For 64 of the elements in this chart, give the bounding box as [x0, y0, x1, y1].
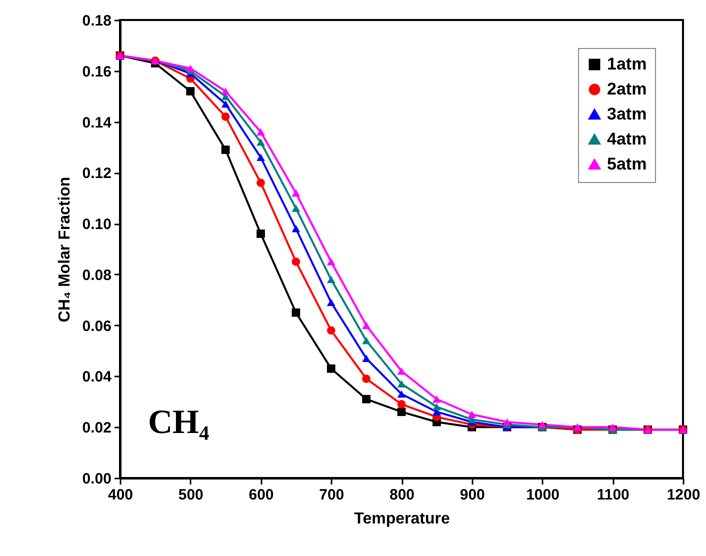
- point: [292, 258, 300, 266]
- point: [292, 308, 300, 317]
- point: [256, 154, 265, 162]
- point: [362, 354, 370, 362]
- point: [326, 326, 336, 335]
- point: [468, 410, 476, 418]
- y-axis-title: CH₄ Molar Fraction: [56, 176, 74, 322]
- x-tick-label: 400: [108, 486, 134, 504]
- y-tick-label: 0.02: [82, 420, 112, 437]
- y-tick-label: 0.12: [82, 165, 112, 182]
- point: [186, 87, 195, 96]
- point: [362, 336, 370, 344]
- y-tick-label: 0.16: [82, 63, 112, 80]
- y-tick-label: 0.04: [82, 368, 112, 386]
- y-tick-label: 0.14: [82, 114, 112, 132]
- legend-label: 5atm: [607, 154, 647, 174]
- x-tick-label: 800: [389, 486, 415, 504]
- legend-label: 3atm: [607, 104, 647, 124]
- point: [292, 204, 300, 212]
- point: [362, 394, 370, 404]
- point: [186, 64, 195, 72]
- point: [326, 276, 336, 284]
- annotation: CH₄: [148, 404, 210, 441]
- point: [326, 258, 336, 266]
- point: [397, 400, 406, 408]
- legend-label: 1atm: [607, 54, 647, 74]
- point: [608, 423, 617, 431]
- x-tick-label: 1100: [596, 486, 630, 504]
- y-tick-label: 0.06: [82, 318, 112, 335]
- x-tick-label: 1200: [666, 486, 700, 504]
- point: [221, 100, 230, 108]
- point: [292, 225, 300, 232]
- legend-label: 4atm: [607, 130, 647, 148]
- x-tick-label: 900: [460, 486, 485, 504]
- point: [432, 396, 441, 403]
- y-tick-label: 0.08: [82, 266, 112, 284]
- point: [362, 322, 370, 329]
- point: [326, 364, 336, 373]
- point: [292, 189, 300, 197]
- point: [362, 374, 370, 383]
- point: [256, 138, 265, 146]
- point: [397, 408, 406, 416]
- point: [221, 112, 230, 121]
- x-tick-label: 700: [319, 486, 344, 504]
- point: [256, 230, 265, 238]
- x-tick-label: 500: [178, 486, 204, 504]
- point: [326, 298, 336, 306]
- point: [221, 88, 230, 95]
- point: [397, 380, 406, 388]
- point: [397, 390, 406, 398]
- y-tick-label: 0.00: [82, 470, 112, 488]
- point: [221, 146, 230, 154]
- x-tick-label: 600: [248, 486, 274, 504]
- legend-label: 2atm: [607, 80, 647, 98]
- y-tick-label: 0.10: [82, 216, 112, 234]
- point: [256, 178, 265, 188]
- point: [502, 418, 512, 426]
- x-axis-title: Temperature: [354, 510, 450, 528]
- x-tick-label: 1000: [526, 486, 560, 504]
- point: [538, 420, 546, 428]
- point: [397, 368, 406, 375]
- point: [432, 403, 441, 410]
- point: [256, 128, 265, 136]
- y-tick-label: 0.18: [82, 12, 112, 30]
